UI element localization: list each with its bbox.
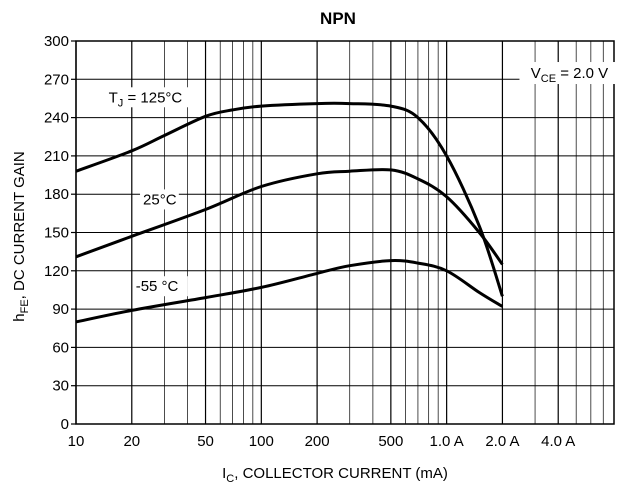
series-lines <box>75 101 504 324</box>
annotation-sub: CE <box>541 73 556 85</box>
x-tick-label: 100 <box>249 433 274 450</box>
series-label-1: 25°C <box>143 191 177 208</box>
y-axis-label-main: h <box>11 313 28 321</box>
y-axis-label-sub: FE <box>19 299 31 313</box>
series-label-bg <box>132 276 188 297</box>
y-tick-label: 90 <box>52 301 69 318</box>
annotation-background <box>519 62 620 85</box>
vce-annotation: VCE = 2.0 V <box>531 65 608 85</box>
y-tick-label: 240 <box>44 110 69 127</box>
y-tick-label: 150 <box>44 225 69 242</box>
x-tick-label: 200 <box>305 433 330 450</box>
x-tick-label: 1.0 A <box>430 433 464 450</box>
annotation-rest: = 2.0 V <box>556 65 608 82</box>
y-tick-label: 120 <box>44 263 69 280</box>
x-axis-ticks: 10 20 50 100 200 500 1.0 A 2.0 A 4.0 A <box>68 433 576 450</box>
series-label-bg <box>140 189 179 210</box>
y-axis-label-rest: , DC CURRENT GAIN <box>11 151 28 299</box>
y-tick-label: 270 <box>44 71 69 88</box>
y-tick-label: 180 <box>44 186 69 203</box>
x-tick-label: 2.0 A <box>485 433 519 450</box>
x-axis-label-rest: , COLLECTOR CURRENT (mA) <box>234 465 448 482</box>
series-label-main: T <box>109 89 118 106</box>
y-tick-label: 210 <box>44 148 69 165</box>
x-axis-label: IC, COLLECTOR CURRENT (mA) <box>222 465 448 485</box>
x-tick-label: 50 <box>197 433 214 450</box>
series-label-0: TJ = 125°C <box>109 89 183 109</box>
series-line-0 <box>75 101 504 297</box>
x-tick-label: 10 <box>68 433 85 450</box>
x-axis-label-sub: C <box>226 473 234 485</box>
x-tick-label: 500 <box>378 433 403 450</box>
series-label-main: -55 °C <box>136 278 179 295</box>
series-label-main: 25°C <box>143 191 177 208</box>
x-tick-label: 4.0 A <box>541 433 575 450</box>
series-label-sub: J <box>118 97 124 109</box>
series-label-rest: = 125°C <box>123 89 182 106</box>
y-tick-label: 300 <box>44 33 69 50</box>
series-label-bg <box>105 87 194 108</box>
y-tick-label: 0 <box>61 416 69 433</box>
series-line-2 <box>75 259 504 324</box>
x-tick-label: 20 <box>123 433 140 450</box>
series-line-1 <box>75 168 504 266</box>
y-tick-label: 30 <box>52 378 69 395</box>
y-tick-label: 60 <box>52 339 69 356</box>
series-label-2: -55 °C <box>136 278 179 295</box>
y-axis-ticks: 0 30 60 90 120 150 180 210 240 270 300 <box>44 33 76 433</box>
chart-title: NPN <box>320 9 356 28</box>
y-axis-label: hFE, DC CURRENT GAIN <box>11 151 31 321</box>
series-labels: TJ = 125°C 25°C -55 °C <box>105 87 194 297</box>
x-axis-label-main: I <box>222 465 226 482</box>
annotation-main: V <box>531 65 541 82</box>
